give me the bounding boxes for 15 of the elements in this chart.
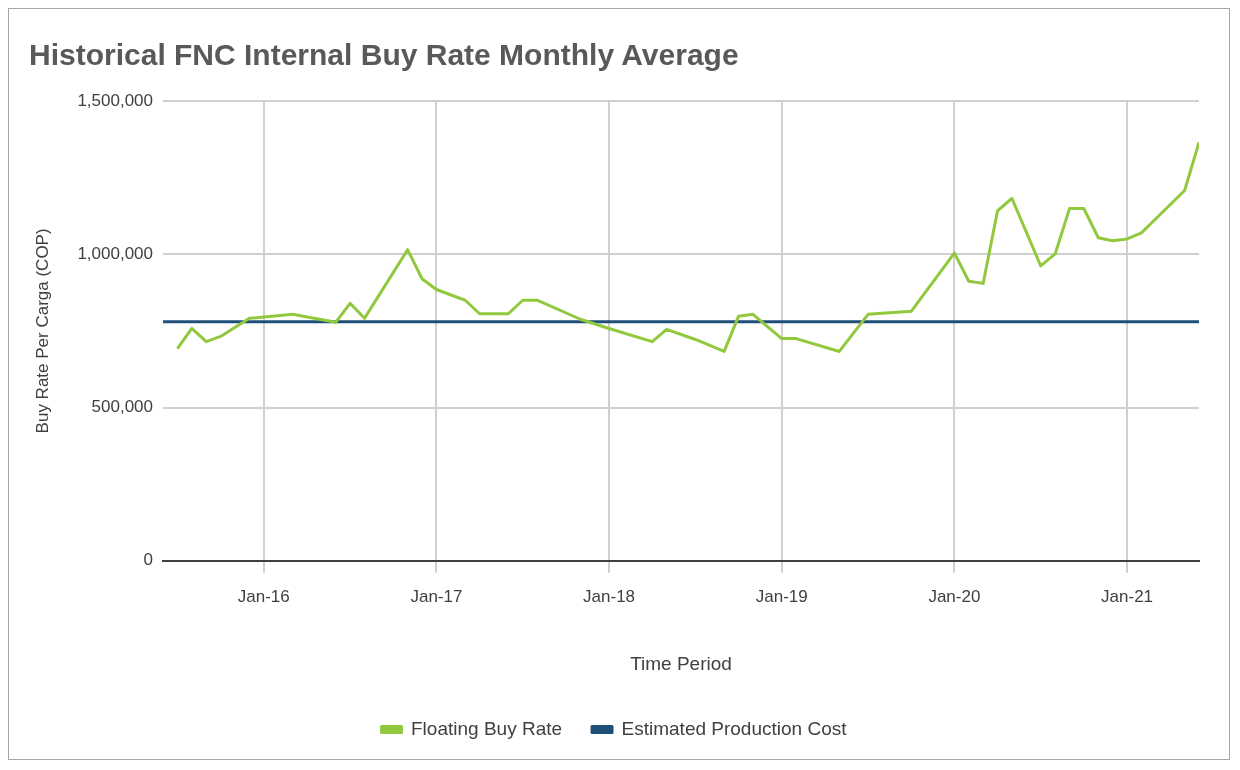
y-tick-label: 0 — [143, 550, 154, 570]
y-tick-label: 1,000,000 — [77, 243, 154, 263]
chart-title: Historical FNC Internal Buy Rate Monthly Average — [29, 38, 739, 72]
x-tick-label: Jan-20 — [928, 586, 981, 606]
legend-label: Floating Buy Rate — [411, 717, 563, 739]
legend-label: Estimated Production Cost — [621, 717, 848, 739]
y-tick-label: 1,500,000 — [77, 90, 154, 110]
x-tick-label: Jan-18 — [583, 586, 636, 606]
x-tick-label: Jan-17 — [410, 586, 463, 606]
x-tick-label: Jan-16 — [237, 586, 290, 606]
y-axis-title: Buy Rate Per Carga (COP) — [32, 228, 52, 434]
x-axis-title: Time Period — [630, 652, 732, 674]
x-tick-label: Jan-21 — [1101, 586, 1154, 606]
y-tick-label: 500,000 — [91, 397, 154, 417]
x-tick-label: Jan-19 — [755, 586, 808, 606]
